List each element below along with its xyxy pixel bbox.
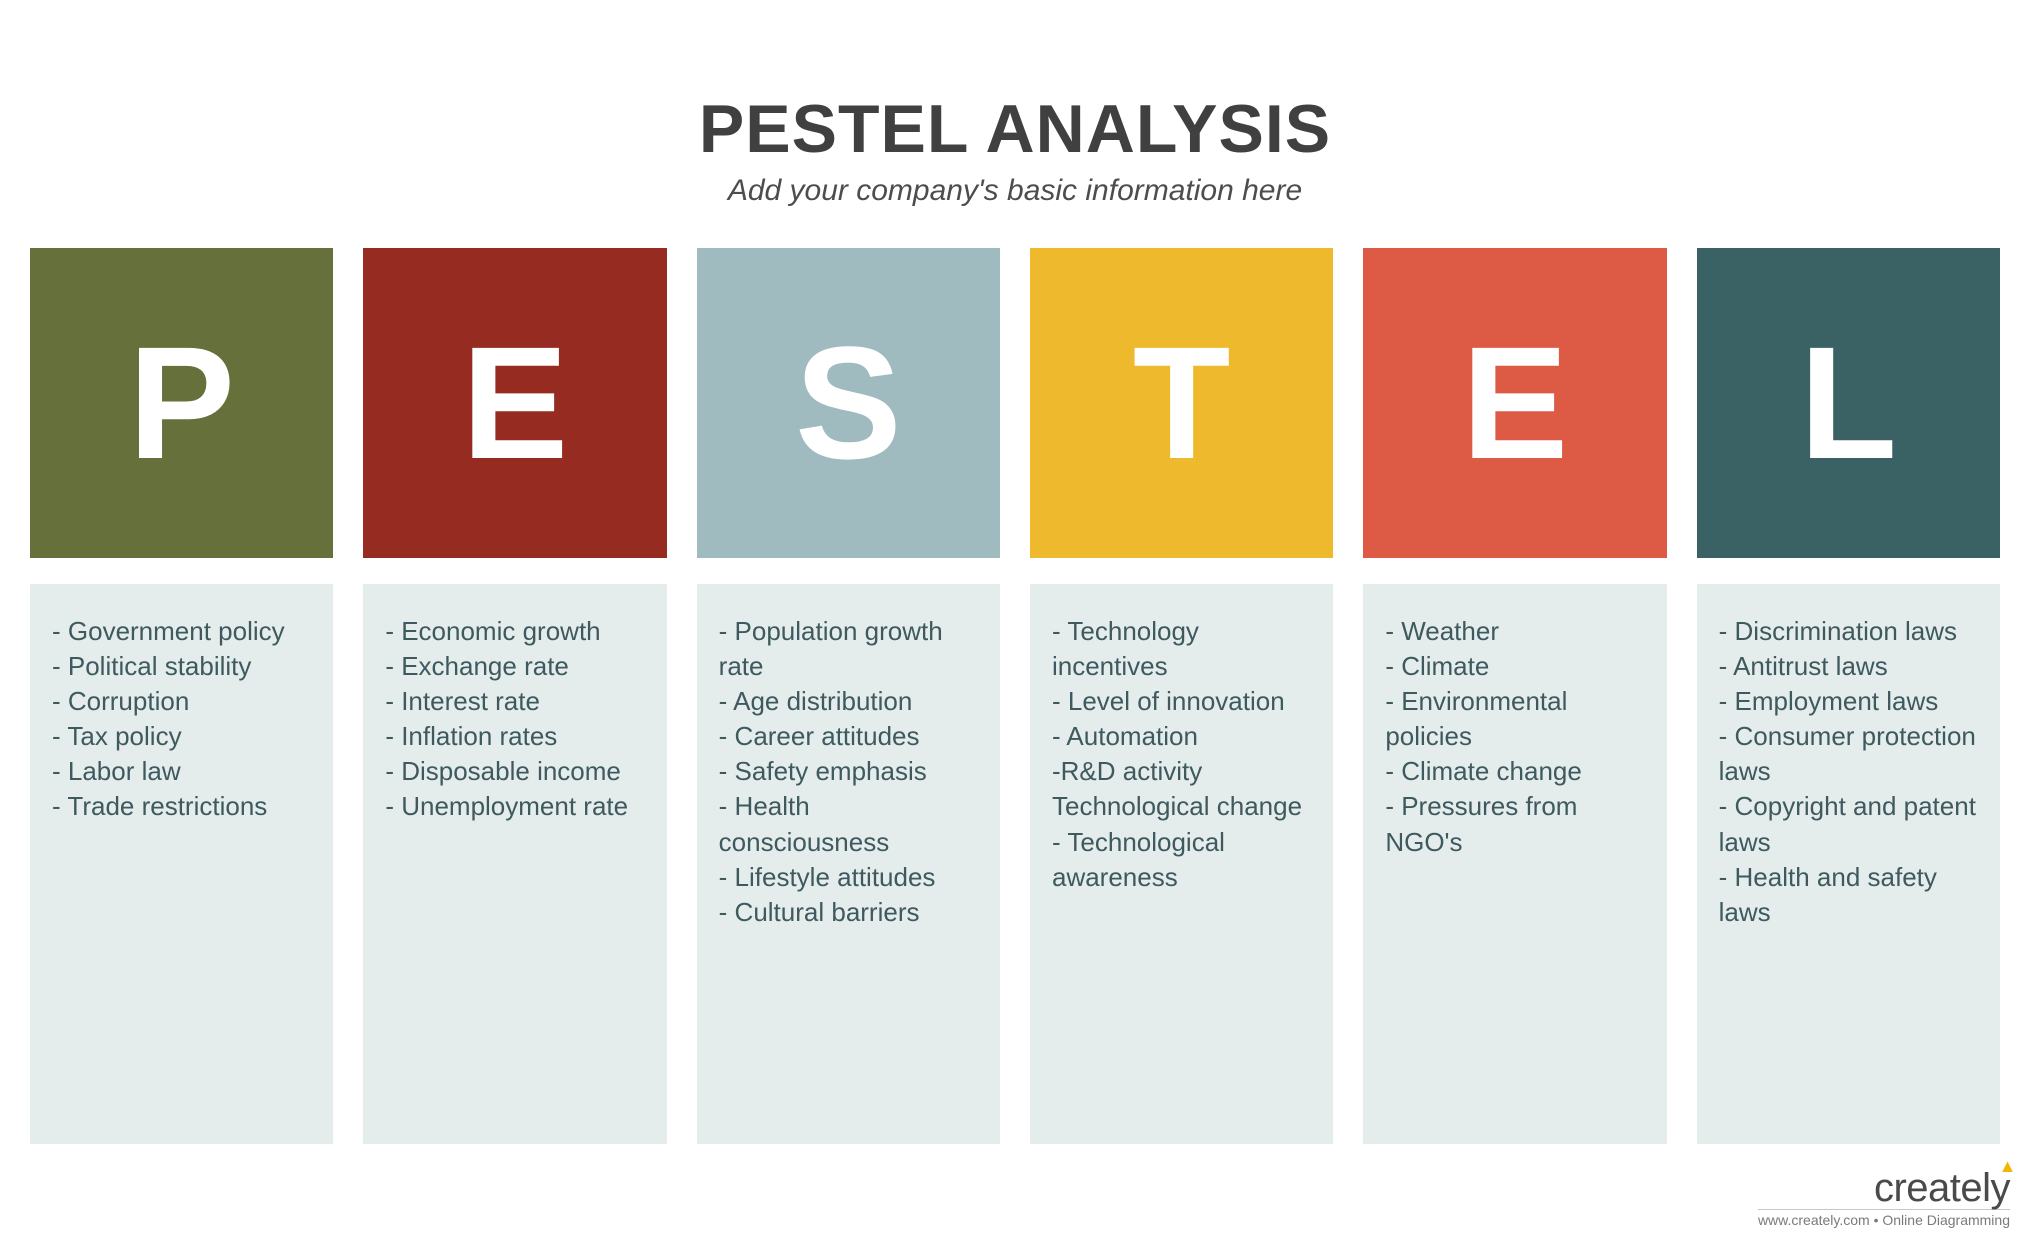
list-item: - Technology incentives (1052, 614, 1311, 684)
list-item: - Climate (1385, 649, 1644, 684)
watermark-logo: creately ▲ (1874, 1166, 2010, 1211)
watermark: creately ▲ www.creately.com • Online Dia… (1758, 1166, 2010, 1228)
list-item: - Discrimination laws (1719, 614, 1978, 649)
list-item: - Technological awareness (1052, 825, 1311, 895)
items-box: - Technology incentives- Level of innova… (1030, 584, 1333, 1144)
items-box: - Government policy- Political stability… (30, 584, 333, 1144)
pestel-column: P - Government policy- Political stabilit… (30, 248, 333, 1144)
items-box: - Population growth rate- Age distributi… (697, 584, 1000, 1144)
watermark-logo-text: creately (1874, 1166, 2010, 1210)
list-item: - Disposable income (385, 754, 644, 789)
list-item: - Level of innovation (1052, 684, 1311, 719)
bulb-icon: ▲ (1999, 1156, 2016, 1177)
list-item: - Interest rate (385, 684, 644, 719)
pestel-column: E - Weather- Climate- Environmental polic… (1363, 248, 1666, 1144)
list-item: - Health and safety laws (1719, 860, 1978, 930)
pestel-columns: P - Government policy- Political stabilit… (0, 248, 2030, 1144)
list-item: -R&D activity Technological change (1052, 754, 1311, 824)
pestel-letter: E (1462, 323, 1569, 483)
letter-box: L (1697, 248, 2000, 558)
list-item: - Copyright and patent laws (1719, 789, 1978, 859)
list-item: - Economic growth (385, 614, 644, 649)
list-item: - Population growth rate (719, 614, 978, 684)
list-item: - Pressures from NGO's (1385, 789, 1644, 859)
pestel-letter: P (128, 323, 235, 483)
list-item: - Employment laws (1719, 684, 1978, 719)
list-item: - Government policy (52, 614, 311, 649)
list-item: - Political stability (52, 649, 311, 684)
list-item: - Environmental policies (1385, 684, 1644, 754)
items-box: - Weather- Climate- Environmental polici… (1363, 584, 1666, 1144)
page-root: PESTEL ANALYSIS Add your company's basic… (0, 0, 2030, 1240)
pestel-column: L- Discrimination laws- Antitrust laws- … (1697, 248, 2000, 1144)
pestel-letter: S (795, 323, 902, 483)
list-item: - Age distribution (719, 684, 978, 719)
letter-box: S (697, 248, 1000, 558)
list-item: - Trade restrictions (52, 789, 311, 824)
pestel-column: S - Population growth rate- Age distribut… (697, 248, 1000, 1144)
list-item: - Health consciousness (719, 789, 978, 859)
pestel-letter: L (1799, 323, 1897, 483)
header: PESTEL ANALYSIS Add your company's basic… (0, 0, 2030, 208)
items-box: - Discrimination laws- Antitrust laws- E… (1697, 584, 2000, 1144)
list-item: - Labor law (52, 754, 311, 789)
page-subtitle: Add your company's basic information her… (0, 174, 2030, 208)
list-item: - Inflation rates (385, 719, 644, 754)
list-item: - Lifestyle attitudes (719, 860, 978, 895)
list-item: - Unemployment rate (385, 789, 644, 824)
letter-box: P (30, 248, 333, 558)
pestel-letter: E (462, 323, 569, 483)
letter-box: E (363, 248, 666, 558)
list-item: - Antitrust laws (1719, 649, 1978, 684)
list-item: - Safety emphasis (719, 754, 978, 789)
list-item: - Exchange rate (385, 649, 644, 684)
list-item: - Tax policy (52, 719, 311, 754)
letter-box: T (1030, 248, 1333, 558)
list-item: - Corruption (52, 684, 311, 719)
list-item: - Automation (1052, 719, 1311, 754)
list-item: - Consumer protection laws (1719, 719, 1978, 789)
page-title: PESTEL ANALYSIS (0, 90, 2030, 168)
list-item: - Weather (1385, 614, 1644, 649)
list-item: - Cultural barriers (719, 895, 978, 930)
items-box: - Economic growth- Exchange rate- Intere… (363, 584, 666, 1144)
pestel-letter: T (1133, 323, 1231, 483)
pestel-column: T - Technology incentives- Level of innov… (1030, 248, 1333, 1144)
list-item: - Career attitudes (719, 719, 978, 754)
list-item: - Climate change (1385, 754, 1644, 789)
letter-box: E (1363, 248, 1666, 558)
pestel-column: E - Economic growth- Exchange rate- Inter… (363, 248, 666, 1144)
watermark-subtext: www.creately.com • Online Diagramming (1758, 1209, 2010, 1228)
